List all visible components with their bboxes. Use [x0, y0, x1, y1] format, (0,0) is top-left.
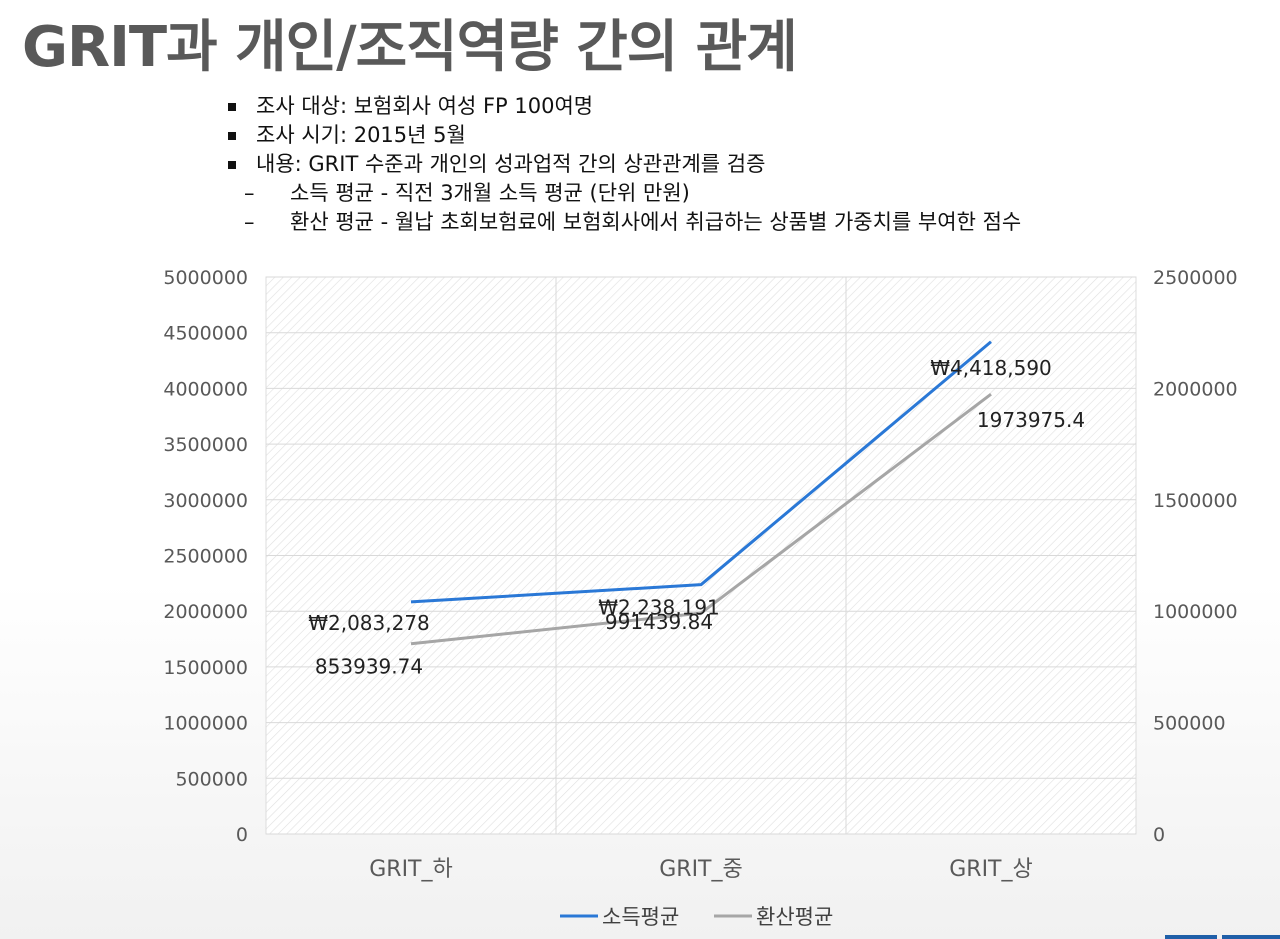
footer-accent-bar [1222, 935, 1280, 939]
square-bullet-icon [228, 160, 236, 169]
bullet-item: 내용: GRIT 수준과 개인의 성과업적 간의 상관관계를 검증 [228, 150, 1021, 179]
left-tick-label: 1500000 [163, 657, 248, 679]
slide-title: GRIT과 개인/조직역량 간의 관계 [22, 15, 798, 80]
legend-label: 환산평균 [756, 905, 833, 929]
left-tick-label: 4000000 [163, 378, 248, 400]
left-tick-label: 4500000 [163, 323, 248, 345]
data-labels: ₩2,083,278 ₩2,238,191 ₩4,418,590 853939.74 9… [308, 356, 1085, 679]
left-tick-label: 500000 [175, 768, 248, 790]
sub-bullet-item: – 소득 평균 - 직전 3개월 소득 평균 (단위 만원) [244, 179, 1021, 208]
left-tick-label: 2000000 [163, 601, 248, 623]
left-tick-label: 3000000 [163, 490, 248, 512]
right-tick-label: 1500000 [1153, 490, 1238, 512]
left-tick-label: 3500000 [163, 434, 248, 456]
left-axis: 0 500000 1000000 1500000 2000000 2500000 30000… [163, 267, 248, 846]
square-bullet-icon [228, 102, 236, 111]
dash-bullet-icon: – [244, 181, 255, 205]
series-line [410, 393, 992, 646]
x-tick-label: GRIT_중 [659, 857, 743, 882]
sub-bullet-item: – 환산 평균 - 월납 초회보험료에 보험회사에서 취급하는 상품별 가중치를… [244, 208, 1021, 237]
x-tick-label: GRIT_상 [949, 857, 1033, 882]
gridlines [266, 276, 1136, 835]
bullet-text: 조사 대상: 보험회사 여성 FP 100여명 [256, 94, 594, 118]
data-label: ₩2,238,191 [598, 596, 720, 620]
bullet-text: 내용: GRIT 수준과 개인의 성과업적 간의 상관관계를 검증 [256, 152, 766, 176]
series-lines [410, 340, 992, 646]
right-tick-label: 2000000 [1153, 378, 1238, 400]
bullet-item: 조사 대상: 보험회사 여성 FP 100여명 [228, 92, 1021, 121]
bullet-item: 조사 시기: 2015년 5월 [228, 121, 1021, 150]
right-tick-label: 500000 [1153, 713, 1226, 735]
left-tick-label: 2500000 [163, 546, 248, 568]
left-tick-label: 5000000 [163, 267, 248, 289]
right-tick-label: 2500000 [1153, 267, 1238, 289]
data-label: ₩4,418,590 [930, 356, 1052, 380]
square-bullet-icon [228, 131, 236, 140]
bullet-list: 조사 대상: 보험회사 여성 FP 100여명 조사 시기: 2015년 5월 … [228, 92, 1021, 237]
data-label: 1973975.4 [977, 408, 1085, 432]
footer-accent-bar [1165, 935, 1217, 939]
sub-bullet-text: 소득 평균 - 직전 3개월 소득 평균 (단위 만원) [290, 181, 690, 205]
right-tick-label: 0 [1153, 824, 1165, 846]
data-label: ₩2,083,278 [308, 611, 430, 635]
data-label: 853939.74 [315, 655, 423, 679]
x-axis: GRIT_하 GRIT_중 GRIT_상 [369, 857, 1033, 882]
series-line [410, 340, 992, 604]
data-label: 991439.84 [605, 610, 713, 634]
dash-bullet-icon: – [244, 210, 255, 234]
bullet-text: 조사 시기: 2015년 5월 [256, 123, 466, 147]
right-tick-label: 1000000 [1153, 601, 1238, 623]
sub-bullet-text: 환산 평균 - 월납 초회보험료에 보험회사에서 취급하는 상품별 가중치를 부… [290, 210, 1022, 234]
left-tick-label: 1000000 [163, 713, 248, 735]
right-axis: 0 500000 1000000 1500000 2000000 2500000 [1153, 267, 1238, 846]
legend: 소득평균 환산평균 [560, 905, 833, 929]
x-tick-label: GRIT_하 [369, 857, 453, 882]
left-tick-label: 0 [236, 824, 248, 846]
legend-label: 소득평균 [602, 905, 679, 929]
